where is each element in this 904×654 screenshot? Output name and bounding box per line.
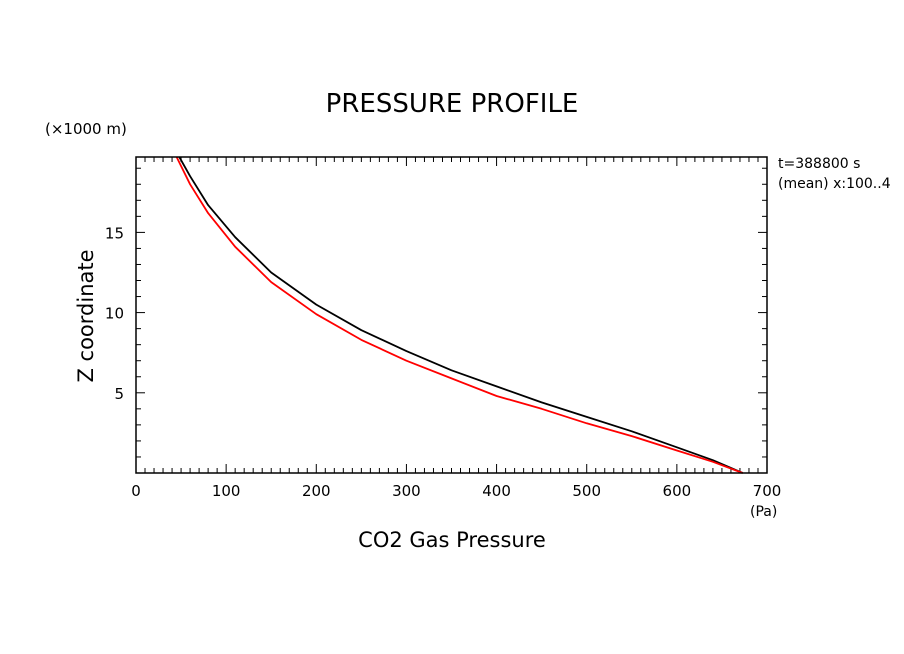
x-tick-label: 400 <box>482 482 511 500</box>
x-unit-label: (Pa) <box>750 504 777 520</box>
x-axis-label: CO2 Gas Pressure <box>358 528 546 552</box>
annotation-time: t=388800 s <box>778 156 860 172</box>
series-line-red <box>175 156 744 474</box>
data-series <box>175 156 744 474</box>
x-tick-label: 600 <box>663 482 692 500</box>
y-tick-label: 15 <box>105 224 124 242</box>
x-tick-label: 100 <box>212 482 241 500</box>
y-tick-label: 10 <box>105 305 124 323</box>
axis-ticks <box>135 157 768 473</box>
x-tick-label: 200 <box>302 482 331 500</box>
chart-title: PRESSURE PROFILE <box>326 89 579 119</box>
x-tick-label: 700 <box>753 482 782 500</box>
annotation-mean: (mean) x:100..4 <box>778 176 891 192</box>
y-tick-label: 5 <box>114 385 124 403</box>
series-line-black <box>178 156 744 474</box>
y-unit-label: (×1000 m) <box>45 120 127 138</box>
x-tick-label: 500 <box>572 482 601 500</box>
tick-labels: 0 100 200 300 400 500 600 700 5 10 15 <box>105 224 781 500</box>
x-tick-label: 0 <box>131 482 141 500</box>
plot-frame <box>135 156 768 474</box>
y-axis-label: Z coordinate <box>74 249 98 382</box>
x-tick-label: 300 <box>392 482 421 500</box>
